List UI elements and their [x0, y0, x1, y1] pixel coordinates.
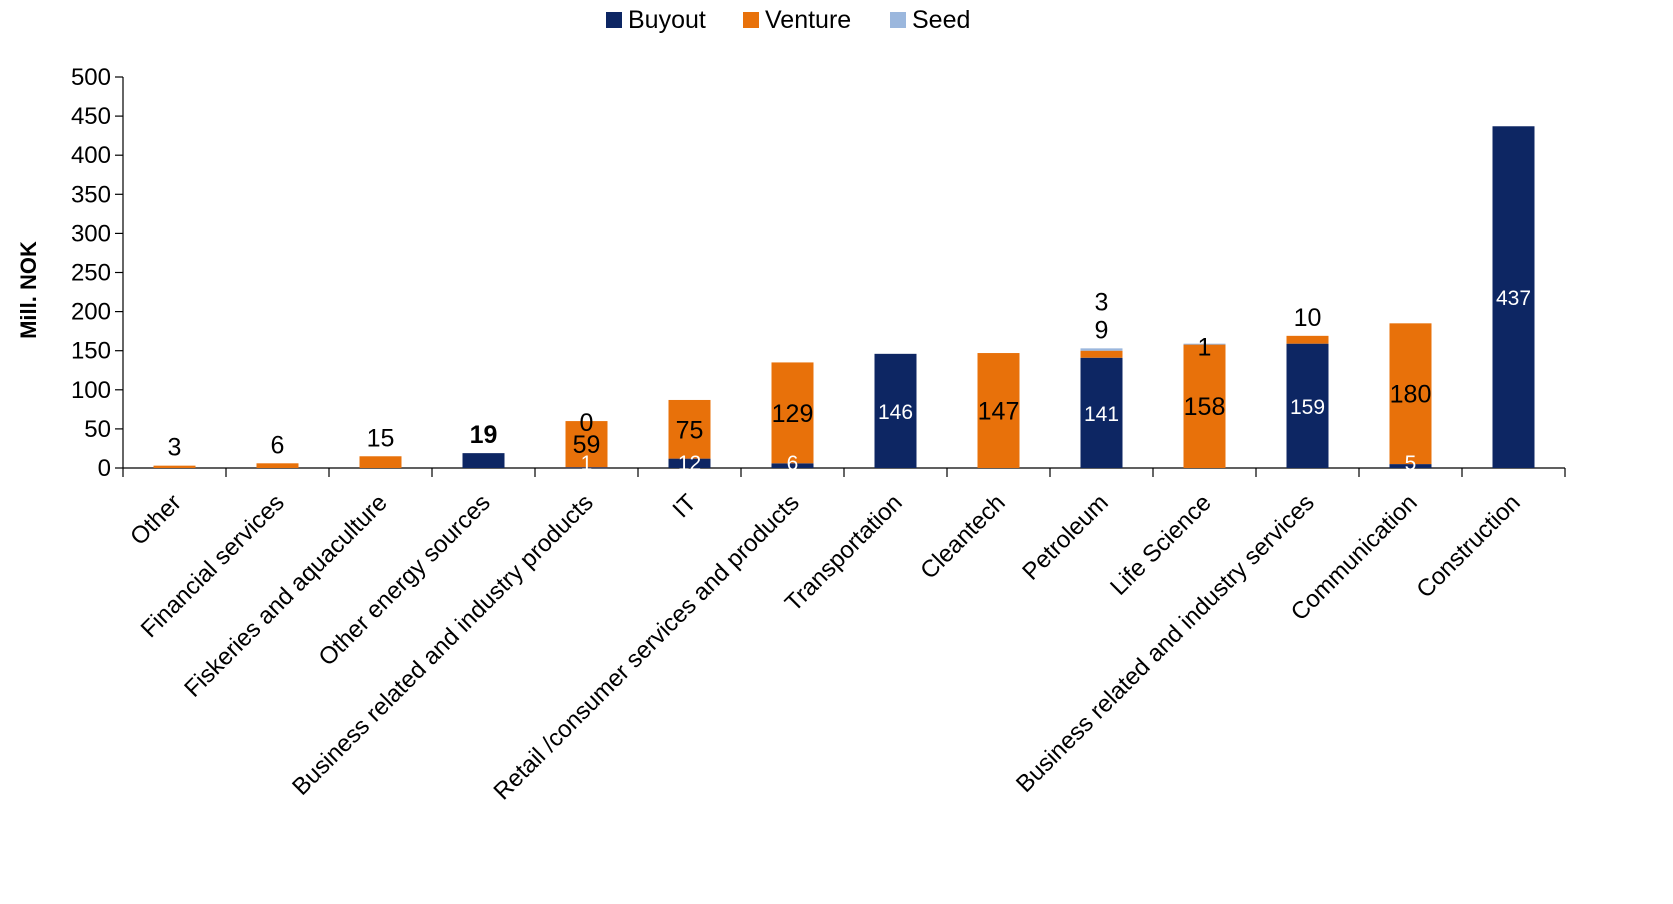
bar-buyout-6 — [771, 463, 814, 468]
bar-venture-6 — [771, 362, 814, 464]
category-label: IT — [668, 489, 702, 523]
data-label: 5 — [1405, 452, 1417, 475]
data-label: 146 — [878, 401, 913, 424]
legend-item-seed: Seed — [890, 6, 970, 34]
y-tick-label: 0 — [98, 455, 111, 482]
data-label: 437 — [1496, 287, 1531, 310]
data-label: 0 — [580, 409, 594, 437]
bar-buyout-4 — [565, 467, 608, 469]
legend-swatch — [890, 12, 906, 28]
category-label: Other — [125, 489, 187, 551]
data-label: 158 — [1184, 393, 1226, 421]
legend-swatch — [743, 12, 759, 28]
bar-venture-0 — [153, 465, 196, 468]
data-label: 19 — [470, 421, 498, 449]
y-tick-label: 100 — [71, 377, 111, 404]
bar-buyout-7 — [874, 353, 917, 468]
bar-venture-12 — [1389, 323, 1432, 465]
y-tick-label: 500 — [71, 64, 111, 91]
bar-venture-4 — [565, 421, 608, 468]
category-label: Construction — [1411, 489, 1525, 603]
y-tick-label: 350 — [71, 181, 111, 208]
bar-seed-9 — [1080, 348, 1123, 351]
bars — [153, 126, 1535, 469]
data-label: 1 — [581, 452, 593, 475]
data-label: 3 — [168, 434, 182, 462]
bar-buyout-9 — [1080, 357, 1123, 468]
bar-venture-8 — [977, 353, 1020, 468]
bar-buyout-3 — [462, 453, 505, 468]
category-label: Cleantech — [915, 489, 1011, 585]
bar-buyout-13 — [1492, 126, 1535, 469]
data-label: 141 — [1084, 403, 1119, 426]
data-label: 6 — [271, 431, 285, 459]
legend-swatch — [606, 12, 622, 28]
category-label: Fiskeries and aquaculture — [179, 489, 392, 702]
bar-venture-5 — [668, 399, 711, 459]
legend-label: Seed — [912, 6, 970, 34]
data-label: 180 — [1390, 381, 1432, 409]
y-tick-label: 250 — [71, 260, 111, 287]
bar-venture-1 — [256, 463, 299, 468]
legend-label: Buyout — [628, 6, 706, 34]
y-tick-label: 50 — [84, 416, 111, 443]
category-label: Other energy sources — [313, 489, 495, 671]
data-label: 159 — [1290, 396, 1325, 419]
data-label: 129 — [772, 400, 814, 428]
legend: Buyout Venture Seed — [606, 6, 970, 34]
data-label: 6 — [787, 452, 799, 475]
data-label: 9 — [1095, 316, 1109, 344]
y-tick-label: 200 — [71, 299, 111, 326]
bar-seed-10 — [1183, 343, 1226, 345]
data-label: 15 — [367, 424, 395, 452]
y-tick-label: 450 — [71, 103, 111, 130]
y-tick-label: 150 — [71, 338, 111, 365]
data-label: 10 — [1294, 304, 1322, 332]
legend-item-venture: Venture — [743, 6, 851, 34]
data-label: 75 — [676, 416, 704, 444]
data-label: 147 — [978, 398, 1020, 426]
y-tick-label: 400 — [71, 142, 111, 169]
bar-buyout-5 — [668, 458, 711, 468]
bar-venture-9 — [1080, 350, 1123, 358]
data-label: 12 — [678, 452, 701, 475]
legend-label: Venture — [765, 6, 851, 34]
y-tick-label: 300 — [71, 220, 111, 247]
data-label: 1 — [1198, 334, 1212, 362]
legend-item-buyout: Buyout — [606, 6, 706, 34]
y-axis-label: Mill. NOK — [16, 241, 41, 339]
bar-buyout-12 — [1389, 464, 1432, 468]
data-label: 59 — [573, 431, 601, 459]
bar-venture-2 — [359, 456, 402, 468]
category-label: Life Science — [1105, 489, 1217, 601]
bar-venture-10 — [1183, 344, 1226, 468]
category-label: Petroleum — [1017, 489, 1113, 585]
bar-venture-11 — [1286, 335, 1329, 344]
bar-buyout-11 — [1286, 343, 1329, 468]
data-label: 3 — [1095, 288, 1109, 316]
